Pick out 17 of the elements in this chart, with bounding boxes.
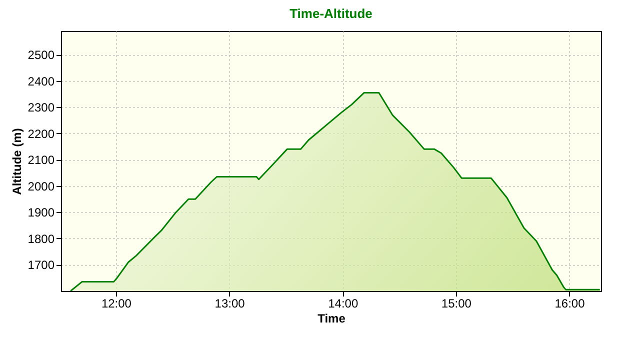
y-tick-label: 1900 bbox=[28, 206, 55, 220]
y-tick-label: 2500 bbox=[28, 48, 55, 62]
y-tick-label: 2100 bbox=[28, 153, 55, 168]
y-tick-label: 2000 bbox=[28, 179, 55, 194]
x-tick-label: 13:00 bbox=[214, 296, 246, 310]
x-tick-label: 15:00 bbox=[441, 296, 472, 310]
y-tick-label: 2300 bbox=[28, 100, 55, 115]
x-axis-title: Time bbox=[318, 312, 346, 326]
chart-title: Time-Altitude bbox=[290, 6, 372, 21]
x-tick-label: 16:00 bbox=[554, 296, 586, 310]
y-tick-label: 1800 bbox=[28, 232, 55, 246]
y-tick-label: 2200 bbox=[28, 126, 55, 141]
x-tick-label: 12:00 bbox=[101, 296, 132, 310]
y-tick-label: 2400 bbox=[28, 74, 55, 88]
y-tick-label: 1700 bbox=[28, 258, 55, 272]
y-axis-title: Altitude (m) bbox=[10, 128, 24, 195]
x-tick-label: 14:00 bbox=[328, 296, 358, 310]
